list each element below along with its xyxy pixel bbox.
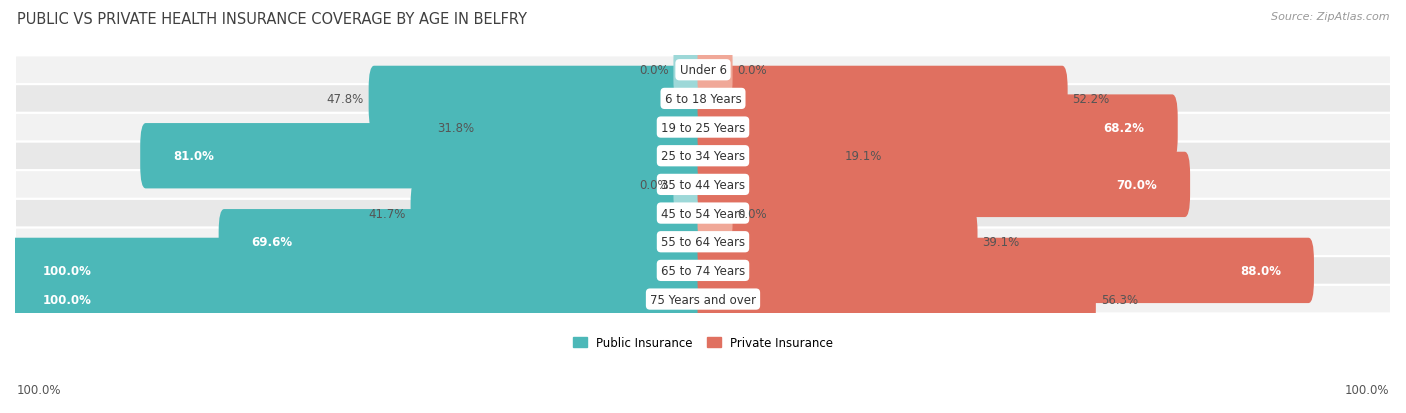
- Text: 45 to 54 Years: 45 to 54 Years: [661, 207, 745, 220]
- FancyBboxPatch shape: [368, 66, 709, 132]
- Text: 35 to 44 Years: 35 to 44 Years: [661, 178, 745, 192]
- FancyBboxPatch shape: [673, 38, 709, 103]
- FancyBboxPatch shape: [15, 171, 1391, 199]
- Text: 88.0%: 88.0%: [1240, 264, 1281, 277]
- FancyBboxPatch shape: [697, 152, 1189, 218]
- Text: 41.7%: 41.7%: [368, 207, 406, 220]
- Text: 31.8%: 31.8%: [437, 121, 474, 134]
- FancyBboxPatch shape: [141, 124, 709, 189]
- FancyBboxPatch shape: [411, 181, 709, 246]
- Legend: Public Insurance, Private Insurance: Public Insurance, Private Insurance: [568, 332, 838, 354]
- FancyBboxPatch shape: [15, 285, 1391, 313]
- Text: 6 to 18 Years: 6 to 18 Years: [665, 93, 741, 106]
- Text: 100.0%: 100.0%: [17, 384, 62, 396]
- FancyBboxPatch shape: [697, 124, 839, 189]
- FancyBboxPatch shape: [15, 228, 1391, 256]
- Text: 52.2%: 52.2%: [1073, 93, 1109, 106]
- Text: 69.6%: 69.6%: [252, 236, 292, 249]
- Text: 19.1%: 19.1%: [845, 150, 882, 163]
- FancyBboxPatch shape: [697, 38, 733, 103]
- Text: 56.3%: 56.3%: [1101, 293, 1137, 306]
- FancyBboxPatch shape: [697, 66, 1067, 132]
- FancyBboxPatch shape: [697, 95, 1178, 160]
- FancyBboxPatch shape: [15, 199, 1391, 228]
- Text: 0.0%: 0.0%: [638, 178, 669, 192]
- Text: 100.0%: 100.0%: [42, 264, 91, 277]
- FancyBboxPatch shape: [697, 181, 733, 246]
- FancyBboxPatch shape: [673, 152, 709, 218]
- FancyBboxPatch shape: [697, 238, 1315, 303]
- FancyBboxPatch shape: [15, 56, 1391, 85]
- Text: 100.0%: 100.0%: [1344, 384, 1389, 396]
- Text: 0.0%: 0.0%: [737, 64, 768, 77]
- Text: 0.0%: 0.0%: [737, 207, 768, 220]
- FancyBboxPatch shape: [697, 209, 977, 275]
- Text: 19 to 25 Years: 19 to 25 Years: [661, 121, 745, 134]
- Text: Under 6: Under 6: [679, 64, 727, 77]
- Text: Source: ZipAtlas.com: Source: ZipAtlas.com: [1271, 12, 1389, 22]
- FancyBboxPatch shape: [697, 267, 1095, 332]
- Text: 100.0%: 100.0%: [42, 293, 91, 306]
- Text: 39.1%: 39.1%: [983, 236, 1019, 249]
- Text: 68.2%: 68.2%: [1104, 121, 1144, 134]
- Text: 81.0%: 81.0%: [173, 150, 214, 163]
- FancyBboxPatch shape: [15, 256, 1391, 285]
- Text: 55 to 64 Years: 55 to 64 Years: [661, 236, 745, 249]
- Text: 65 to 74 Years: 65 to 74 Years: [661, 264, 745, 277]
- FancyBboxPatch shape: [15, 114, 1391, 142]
- Text: 47.8%: 47.8%: [326, 93, 364, 106]
- Text: 75 Years and over: 75 Years and over: [650, 293, 756, 306]
- FancyBboxPatch shape: [10, 267, 709, 332]
- FancyBboxPatch shape: [15, 142, 1391, 171]
- Text: PUBLIC VS PRIVATE HEALTH INSURANCE COVERAGE BY AGE IN BELFRY: PUBLIC VS PRIVATE HEALTH INSURANCE COVER…: [17, 12, 527, 27]
- Text: 25 to 34 Years: 25 to 34 Years: [661, 150, 745, 163]
- Text: 70.0%: 70.0%: [1116, 178, 1157, 192]
- Text: 0.0%: 0.0%: [638, 64, 669, 77]
- FancyBboxPatch shape: [478, 95, 709, 160]
- FancyBboxPatch shape: [10, 238, 709, 303]
- FancyBboxPatch shape: [219, 209, 709, 275]
- FancyBboxPatch shape: [15, 85, 1391, 114]
